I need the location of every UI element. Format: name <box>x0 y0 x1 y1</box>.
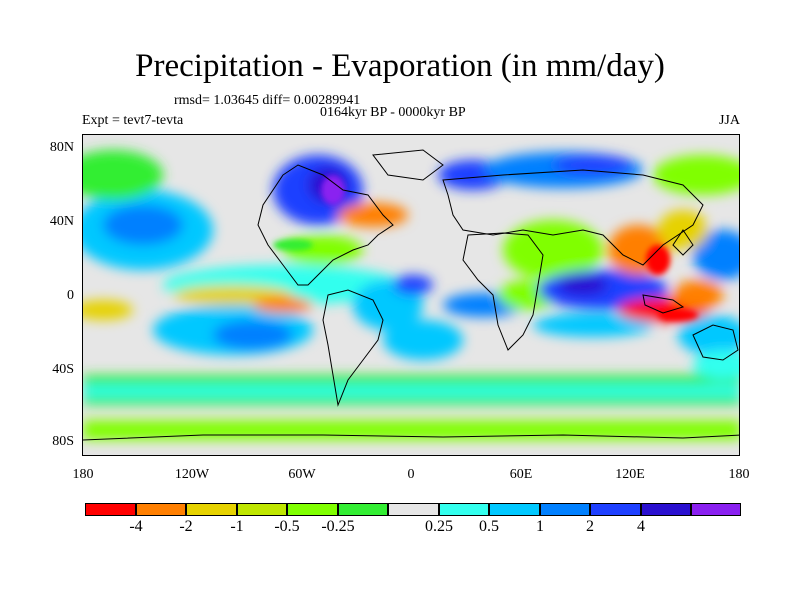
colorbar-label: 1 <box>536 518 544 535</box>
lon-label-60w: 60W <box>288 467 316 482</box>
colorbar-box-1 <box>85 503 136 516</box>
pe-contour-field <box>83 135 739 455</box>
lon-label-180w: 180 <box>72 467 94 482</box>
colorbar-label: -0.25 <box>321 518 355 535</box>
lon-label-120e: 120E <box>615 467 645 482</box>
colorbar-box-4 <box>237 503 287 516</box>
colorbar-label: 4 <box>637 518 645 535</box>
season-label: JJA <box>718 113 740 128</box>
colorbar-label: -1 <box>230 518 244 535</box>
lon-label-60e: 60E <box>509 467 533 482</box>
colorbar-box-5 <box>287 503 338 516</box>
colorbar-label: -4 <box>129 518 143 535</box>
colorbar-box-10 <box>540 503 590 516</box>
experiment-label: Expt = tevt7-tevta <box>82 113 184 128</box>
stats-label: rmsd= 1.03645 diff= 0.00289941 <box>174 93 361 108</box>
colorbar-box-2 <box>136 503 186 516</box>
lon-label-180e: 180 <box>728 467 750 482</box>
colorbar-box-9 <box>489 503 540 516</box>
colorbar-box-11 <box>590 503 641 516</box>
colorbar-box-6 <box>338 503 388 516</box>
lat-label-80n: 80N <box>49 140 74 155</box>
colorbar-label: -0.5 <box>274 518 300 535</box>
lat-label-40n: 40N <box>49 214 74 229</box>
colorbar-box-13 <box>691 503 741 516</box>
lon-label-120w: 120W <box>174 467 210 482</box>
colorbar-label: 0.25 <box>425 518 453 535</box>
colorbar-label: -2 <box>179 518 193 535</box>
colorbar-box-3 <box>186 503 237 516</box>
colorbar-box-7 <box>388 503 439 516</box>
lat-label-80s: 80S <box>52 434 74 449</box>
colorbar-label: 0.5 <box>479 518 499 535</box>
chart-title: Precipitation - Evaporation (in mm/day) <box>135 48 665 84</box>
lat-label-0: 0 <box>67 288 74 303</box>
lon-label-0: 0 <box>407 467 415 482</box>
colorbar-box-8 <box>439 503 489 516</box>
lat-label-40s: 40S <box>52 362 74 377</box>
colorbar-box-12 <box>641 503 691 516</box>
pe-map <box>82 134 740 456</box>
period-label: 0164kyr BP - 0000kyr BP <box>320 105 466 120</box>
colorbar-label: 2 <box>586 518 594 535</box>
